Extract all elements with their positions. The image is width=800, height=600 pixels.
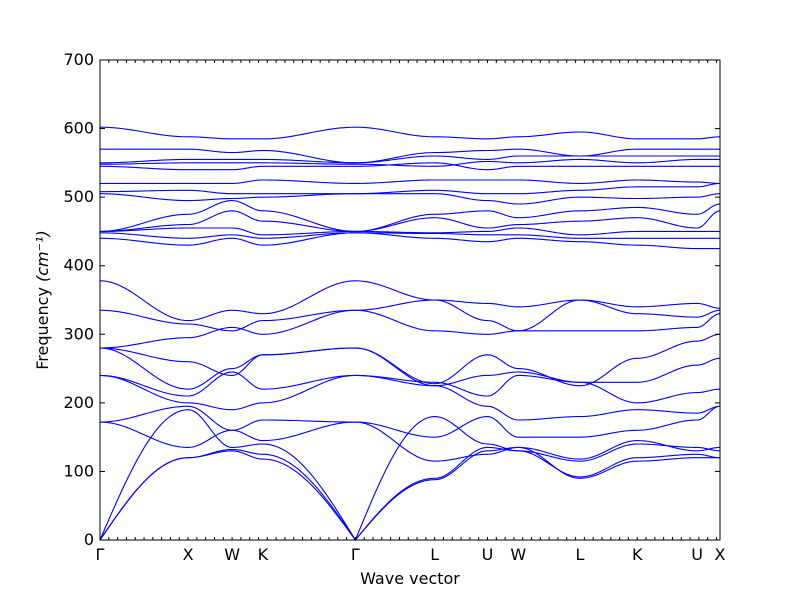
x-tick-label: L <box>430 545 439 564</box>
x-tick-label: W <box>510 545 526 564</box>
plot-frame <box>99 59 721 541</box>
y-axis-label-unit: (cm⁻¹) <box>33 230 52 282</box>
branch-line-12 <box>99 280 721 322</box>
x-tick-label: Γ <box>96 545 105 564</box>
y-tick-label: 500 <box>63 187 94 206</box>
branch-line-1 <box>99 446 720 541</box>
branch-line-17 <box>99 200 721 232</box>
dispersion-lines <box>99 126 721 542</box>
branch-line-18 <box>99 193 721 205</box>
x-tick-label: K <box>632 545 643 564</box>
y-tick-label: 600 <box>63 119 94 138</box>
branch-line-25 <box>99 126 721 140</box>
branch-line-21 <box>99 162 720 171</box>
x-axis-label: Wave vector <box>360 569 460 588</box>
branch-line-2 <box>99 446 721 541</box>
y-tick-label: 300 <box>63 324 94 343</box>
branch-line-24 <box>100 148 720 164</box>
x-tick-label: Γ <box>351 545 360 564</box>
branch-line-16 <box>99 210 721 232</box>
branch-line-15 <box>99 227 720 236</box>
branch-line-10 <box>99 309 721 349</box>
branch-line-14 <box>99 232 720 239</box>
branch-line-8 <box>99 347 721 390</box>
y-tick-label: 400 <box>63 256 94 275</box>
x-tick-label: X <box>715 545 726 564</box>
x-tick-label: K <box>258 545 269 564</box>
branch-line-9 <box>99 333 721 387</box>
x-tick-label: U <box>691 545 703 564</box>
y-tick-label: 0 <box>84 530 94 549</box>
branch-line-7 <box>99 371 721 404</box>
x-tick-label: U <box>482 545 494 564</box>
y-axis-label-text: Frequency <box>33 287 52 370</box>
y-axis-ticks: 0 100 200 300 400 500 600 700 <box>63 50 720 549</box>
y-tick-label: 700 <box>63 50 94 69</box>
y-tick-label: 100 <box>63 461 94 480</box>
branch-line-19 <box>99 182 721 195</box>
x-tick-label: L <box>576 545 585 564</box>
y-tick-label: 200 <box>63 393 94 412</box>
branch-line-4 <box>99 421 721 462</box>
branch-line-22 <box>99 158 720 167</box>
branch-line-13 <box>99 232 720 250</box>
y-axis-label: Frequency (cm⁻¹) <box>33 230 52 369</box>
x-tick-label: X <box>183 545 194 564</box>
branch-line-5 <box>99 405 721 438</box>
branch-line-3 <box>99 409 721 542</box>
branch-line-6 <box>99 374 721 421</box>
x-tick-label: W <box>224 545 240 564</box>
branch-line-23 <box>99 155 720 164</box>
branch-line-20 <box>100 179 721 184</box>
branch-line-11 <box>99 299 721 332</box>
